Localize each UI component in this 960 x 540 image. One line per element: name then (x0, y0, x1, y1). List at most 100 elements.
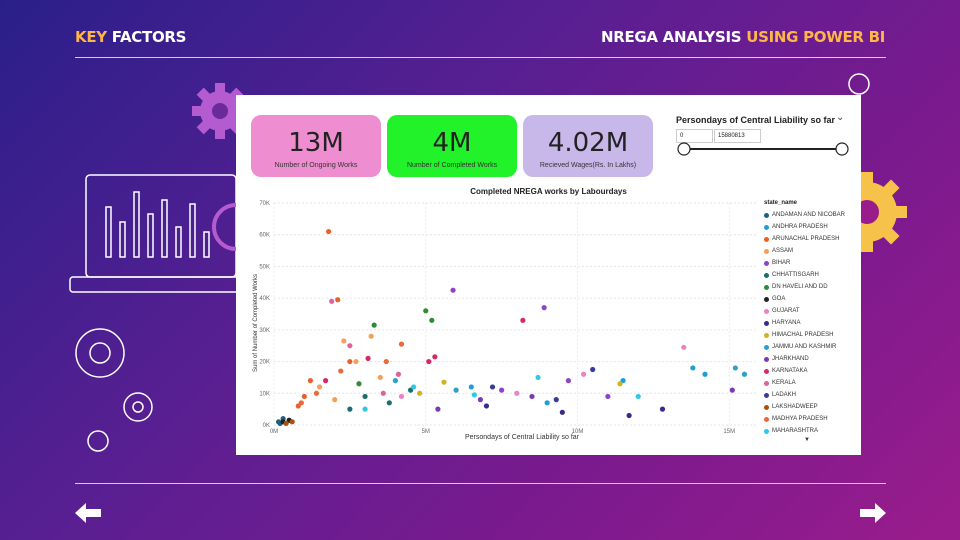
title-left-rest: FACTORS (106, 28, 187, 46)
scatter-point[interactable] (499, 387, 505, 393)
legend-item[interactable]: LAKSHADWEEP (764, 401, 859, 413)
legend-item[interactable]: MAHARASHTRA (764, 425, 859, 437)
legend-item[interactable]: JHARKHAND (764, 353, 859, 365)
scatter-point[interactable] (489, 384, 496, 390)
scatter-point[interactable] (411, 384, 417, 390)
scatter-point[interactable] (520, 317, 526, 323)
scatter-point[interactable] (289, 419, 295, 425)
legend-item[interactable]: BIHAR (764, 257, 859, 269)
scatter-point[interactable] (398, 341, 405, 347)
scatter-point[interactable] (529, 393, 535, 400)
scatter-point[interactable] (429, 317, 435, 323)
scatter-point[interactable] (514, 390, 520, 396)
scatter-point[interactable] (635, 393, 641, 400)
scatter-point[interactable] (307, 378, 314, 384)
legend-item[interactable]: KARNATAKA (764, 365, 859, 377)
scatter-point[interactable] (338, 368, 344, 374)
scatter-point[interactable] (432, 354, 438, 360)
scatter-point[interactable] (702, 371, 708, 377)
legend-item[interactable]: ANDAMAN AND NICOBAR (764, 209, 859, 221)
legend-item[interactable]: LADAKH (764, 389, 859, 401)
scatter-point[interactable] (580, 371, 587, 377)
scatter-point[interactable] (435, 406, 441, 412)
scatter-point[interactable] (313, 390, 320, 396)
scatter-point[interactable] (341, 338, 347, 344)
legend-item[interactable]: JAMMU AND KASHMIR (764, 341, 859, 353)
legend-item[interactable]: GOA (764, 293, 859, 305)
legend-item[interactable]: KERALA (764, 377, 859, 389)
scatter-point[interactable] (383, 358, 389, 365)
scatter-point[interactable] (356, 381, 362, 387)
scatter-point[interactable] (417, 390, 423, 396)
scatter-point[interactable] (335, 297, 341, 303)
legend-item[interactable]: DN HAVELI AND DD (764, 281, 859, 293)
legend-item[interactable]: HARYANA (764, 317, 859, 329)
scatter-point[interactable] (298, 400, 304, 406)
scatter-point[interactable] (483, 403, 490, 409)
scatter-point[interactable] (368, 333, 374, 339)
scatter-point[interactable] (681, 344, 687, 350)
legend-item[interactable]: ANDHRA PRADESH (764, 221, 859, 233)
scatter-point[interactable] (316, 384, 323, 390)
scatter-point[interactable] (468, 384, 474, 390)
scatter-point[interactable] (347, 358, 353, 365)
scatter-point[interactable] (326, 228, 332, 235)
scatter-point[interactable] (353, 358, 359, 365)
scatter-point[interactable] (386, 400, 392, 406)
scatter-chart[interactable]: 0K 10K 20K 30K 40K 50K 60K 70K 0M 5M 10M 15M Person… (236, 183, 764, 445)
scatter-point[interactable] (565, 378, 572, 384)
scatter-point[interactable] (347, 343, 353, 349)
scatter-point[interactable] (371, 322, 377, 328)
scatter-point[interactable] (605, 393, 611, 400)
scatter-point[interactable] (553, 397, 559, 403)
scatter-point[interactable] (590, 366, 596, 373)
legend-item[interactable]: CHHATTISGARH (764, 269, 859, 281)
scatter-point[interactable] (395, 371, 402, 377)
scatter-point[interactable] (477, 397, 483, 403)
scatter-point[interactable] (659, 406, 666, 412)
slicer-max-input[interactable] (714, 129, 761, 143)
scatter-point[interactable] (362, 406, 368, 412)
scatter-point[interactable] (690, 365, 696, 371)
scatter-point[interactable] (617, 381, 623, 387)
scatter-point[interactable] (535, 374, 541, 381)
scatter-point[interactable] (347, 406, 353, 412)
scatter-point[interactable] (426, 358, 432, 365)
scatter-point[interactable] (377, 374, 383, 381)
slicer-min-handle[interactable] (677, 142, 691, 156)
scatter-point[interactable] (441, 379, 447, 385)
scatter-point[interactable] (332, 397, 338, 403)
scatter-point[interactable] (380, 390, 386, 396)
scatter-point[interactable] (322, 378, 329, 384)
scatter-point[interactable] (544, 400, 550, 406)
legend-scroll-down-icon[interactable]: ▼ (804, 437, 810, 443)
scatter-point[interactable] (729, 387, 735, 393)
chevron-down-icon[interactable]: ⌄ (836, 112, 845, 123)
prev-arrow-icon[interactable] (75, 503, 101, 523)
scatter-point[interactable] (392, 378, 399, 384)
scatter-point[interactable] (329, 298, 335, 304)
legend-item[interactable]: ARUNACHAL PRADESH (764, 233, 859, 245)
scatter-point[interactable] (732, 365, 738, 371)
legend-item[interactable]: MADHYA PRADESH (764, 413, 859, 425)
scatter-point[interactable] (301, 393, 307, 400)
scatter-point[interactable] (741, 371, 748, 377)
scatter-point[interactable] (450, 287, 456, 293)
scatter-point[interactable] (626, 412, 632, 419)
slicer-min-input[interactable] (676, 129, 713, 143)
scatter-point[interactable] (365, 355, 371, 361)
scatter-point[interactable] (471, 392, 477, 398)
scatter-point[interactable] (453, 387, 459, 393)
scatter-point[interactable] (283, 420, 289, 427)
scatter-point[interactable] (398, 393, 405, 400)
slicer-max-handle[interactable] (835, 142, 849, 156)
slicer-range[interactable] (676, 141, 851, 157)
next-arrow-icon[interactable] (860, 503, 886, 523)
legend-item[interactable]: ASSAM (764, 245, 859, 257)
scatter-point[interactable] (362, 393, 368, 400)
scatter-point[interactable] (423, 308, 429, 314)
scatter-point[interactable] (559, 409, 565, 415)
legend-item[interactable]: GUJARAT (764, 305, 859, 317)
legend-item[interactable]: HIMACHAL PRADESH (764, 329, 859, 341)
scatter-point[interactable] (541, 305, 547, 311)
